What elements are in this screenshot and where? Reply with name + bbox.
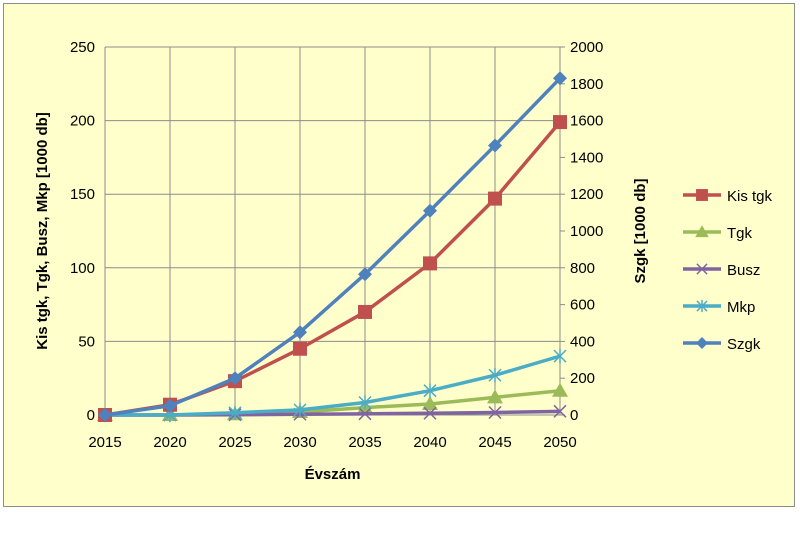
y2-axis-title: Szgk [1000 db] xyxy=(632,178,649,283)
marker-stroke xyxy=(488,405,502,420)
data-point xyxy=(488,368,502,383)
y-tick-label: 200 xyxy=(70,113,95,130)
y2-tick-label: 1600 xyxy=(570,113,603,130)
marker-stroke xyxy=(553,404,567,418)
series-line-mkp xyxy=(105,354,561,417)
x-axis-title: Évszám xyxy=(305,466,361,483)
y2-tick-label: 1200 xyxy=(570,186,603,203)
data-point xyxy=(228,405,242,420)
data-point xyxy=(553,404,567,418)
data-point xyxy=(358,267,372,282)
data-point xyxy=(98,408,112,422)
data-point xyxy=(487,389,503,404)
marker-stroke xyxy=(423,406,437,420)
legend-marker xyxy=(696,263,708,275)
marker-stroke xyxy=(358,407,372,421)
data-point xyxy=(163,398,177,413)
y-tick-label: 250 xyxy=(70,39,95,56)
x-tick-label: 2040 xyxy=(413,434,446,451)
chart-frame xyxy=(3,3,795,507)
legend-label: Szgk xyxy=(727,336,761,353)
data-point xyxy=(488,405,502,420)
x-tick-label: 2050 xyxy=(543,434,576,451)
y-tick-label: 100 xyxy=(70,260,95,277)
data-point xyxy=(293,325,307,340)
legend-label: Tgk xyxy=(727,225,753,242)
y2-tick-label: 1400 xyxy=(570,149,603,166)
series-line-szgk xyxy=(104,77,562,417)
y2-tick-label: 800 xyxy=(570,260,595,277)
data-point xyxy=(358,304,372,319)
x-tick-label: 2015 xyxy=(88,434,121,451)
x-tick-label: 2030 xyxy=(283,434,316,451)
y-tick-label: 0 xyxy=(87,407,95,424)
data-point xyxy=(293,402,307,418)
data-point xyxy=(423,406,437,420)
data-point xyxy=(422,395,438,410)
x-tick-label: 2025 xyxy=(218,434,251,451)
legend-label: Busz xyxy=(727,262,760,279)
x-tick-label: 2035 xyxy=(348,434,381,451)
y2-tick-label: 1800 xyxy=(570,76,603,93)
legend-label: Kis tgk xyxy=(727,188,773,205)
y2-tick-label: 600 xyxy=(570,297,595,314)
x-tick-label: 2045 xyxy=(478,434,511,451)
y2-tick-label: 0 xyxy=(570,407,578,424)
marker-stroke xyxy=(696,263,708,275)
legend-marker xyxy=(696,337,708,349)
legend-marker xyxy=(695,225,709,238)
legend-marker xyxy=(696,189,708,201)
legend-label: Mkp xyxy=(727,299,755,316)
data-point xyxy=(358,407,372,421)
data-point xyxy=(553,71,567,86)
data-point xyxy=(423,256,437,271)
y-tick-label: 150 xyxy=(70,186,95,203)
x-tick-label: 2020 xyxy=(153,434,186,451)
data-point xyxy=(228,371,242,386)
y2-tick-label: 400 xyxy=(570,333,595,350)
data-point xyxy=(552,382,568,397)
data-point xyxy=(488,191,502,206)
y-tick-label: 50 xyxy=(78,333,95,350)
data-point xyxy=(423,383,437,398)
data-point xyxy=(293,341,307,356)
data-point xyxy=(423,203,437,218)
y2-tick-label: 200 xyxy=(570,370,595,387)
data-point xyxy=(553,348,567,364)
legend-marker xyxy=(696,299,708,313)
data-point xyxy=(553,115,567,130)
data-point xyxy=(358,395,372,410)
data-point xyxy=(488,138,502,153)
y2-tick-label: 1000 xyxy=(570,223,603,240)
y-axis-title: Kis tgk, Tgk, Busz, Mkp [1000 db] xyxy=(34,112,51,350)
y2-tick-label: 2000 xyxy=(570,39,603,56)
